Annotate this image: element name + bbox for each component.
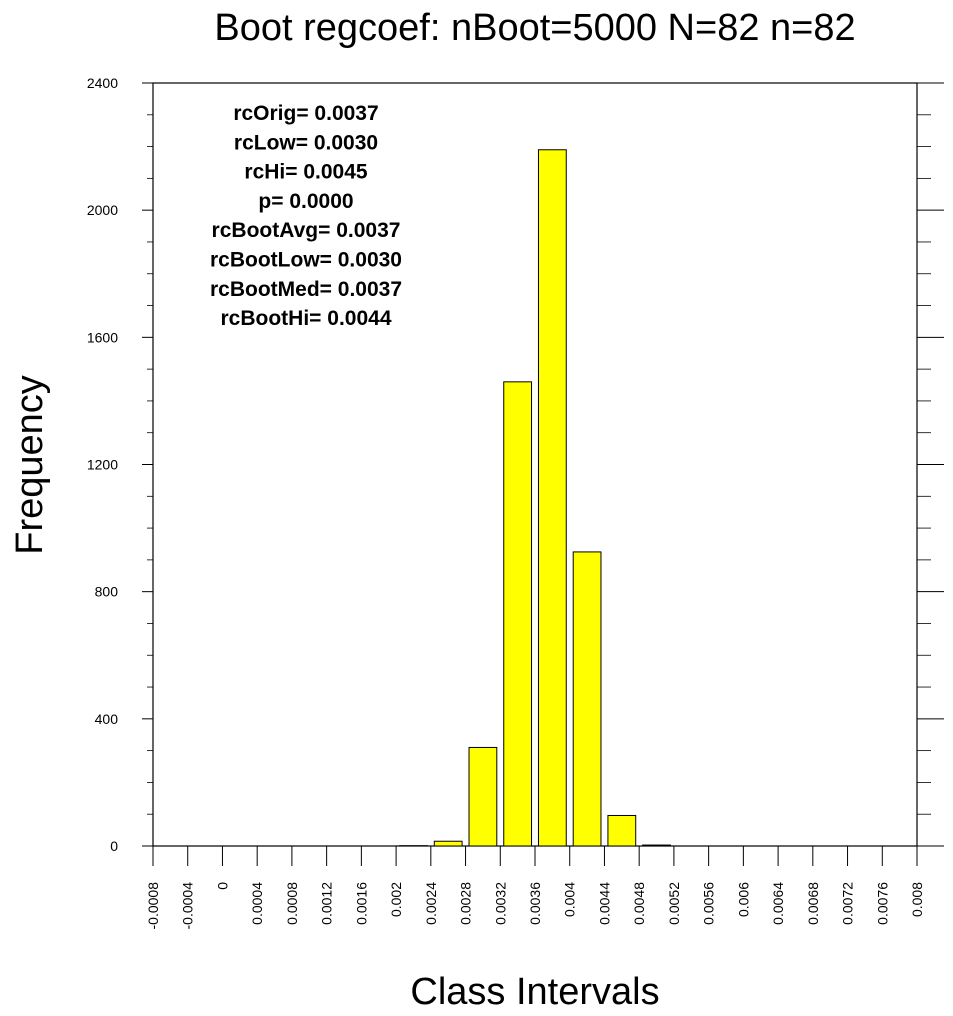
y-tick-label: 2000 bbox=[87, 202, 118, 218]
stat-line: rcOrig= 0.0037 bbox=[233, 102, 378, 125]
bars-group bbox=[399, 149, 671, 847]
x-tick-label: 0.004 bbox=[562, 882, 578, 917]
y-tick-label: 800 bbox=[95, 584, 119, 600]
stat-line: rcBootHi= 0.0044 bbox=[221, 307, 392, 330]
y-tick-label: 1600 bbox=[87, 329, 118, 345]
x-tick-label: 0.0076 bbox=[874, 882, 890, 925]
x-tick-label: 0.0012 bbox=[319, 882, 335, 925]
bar-11 bbox=[537, 149, 567, 847]
bar-9 bbox=[468, 746, 498, 847]
stat-line: rcBootAvg= 0.0037 bbox=[212, 219, 401, 242]
bar-8 bbox=[433, 840, 463, 847]
bar-12 bbox=[572, 551, 602, 847]
x-axis-label: Class Intervals bbox=[410, 971, 659, 1013]
bar-10 bbox=[503, 381, 533, 847]
y-tick-label: 1200 bbox=[87, 457, 118, 473]
y-tick-label: 2400 bbox=[87, 75, 118, 91]
x-tick-label: 0.002 bbox=[388, 882, 404, 917]
x-tick-label: -0.0004 bbox=[180, 882, 196, 930]
stat-line: p= 0.0000 bbox=[258, 190, 353, 213]
x-tick-label: 0.0024 bbox=[423, 882, 439, 925]
x-axis: -0.0008 -0.0004 0 0.0004 0.0008 0.0012 0.0016 0… bbox=[145, 846, 925, 929]
stats-annotation: rcOrig= 0.0037 rcLow= 0.0030 rcHi= 0.0045 p… bbox=[210, 102, 402, 330]
stat-line: rcBootLow= 0.0030 bbox=[210, 249, 402, 272]
x-tick-label: 0.0004 bbox=[249, 882, 265, 925]
x-tick-label: -0.0008 bbox=[145, 882, 161, 930]
x-tick-label: 0.0064 bbox=[770, 882, 786, 925]
x-tick-label: 0.0044 bbox=[596, 882, 612, 925]
x-tick-label: 0 bbox=[214, 882, 230, 890]
stat-line: rcHi= 0.0045 bbox=[244, 161, 368, 184]
stat-line: rcBootMed= 0.0037 bbox=[210, 278, 402, 301]
x-tick-label: 0.0052 bbox=[666, 882, 682, 925]
x-tick-label: 0.006 bbox=[735, 882, 751, 917]
y-axis-label: Frequency bbox=[9, 375, 51, 555]
y-axis: 0 400 800 1200 1600 2000 2400 bbox=[87, 75, 944, 854]
chart-title: Boot regcoef: nBoot=5000 N=82 n=82 bbox=[214, 7, 855, 49]
y-tick-label: 0 bbox=[110, 838, 118, 854]
x-tick-label: 0.0008 bbox=[284, 882, 300, 925]
x-tick-label: 0.008 bbox=[909, 882, 925, 917]
x-tick-label: 0.0068 bbox=[805, 882, 821, 925]
x-tick-label: 0.0056 bbox=[701, 882, 717, 925]
x-tick-label: 0.0032 bbox=[492, 882, 508, 925]
x-tick-label: 0.0036 bbox=[527, 882, 543, 925]
x-tick-label: 0.0072 bbox=[840, 882, 856, 925]
x-tick-label: 0.0028 bbox=[458, 882, 474, 925]
y-tick-label: 400 bbox=[95, 711, 119, 727]
bar-14 bbox=[642, 844, 671, 847]
x-tick-label: 0.0016 bbox=[353, 882, 369, 925]
bar-13 bbox=[607, 814, 637, 847]
stat-line: rcLow= 0.0030 bbox=[234, 131, 378, 154]
x-tick-label: 0.0048 bbox=[631, 882, 647, 925]
